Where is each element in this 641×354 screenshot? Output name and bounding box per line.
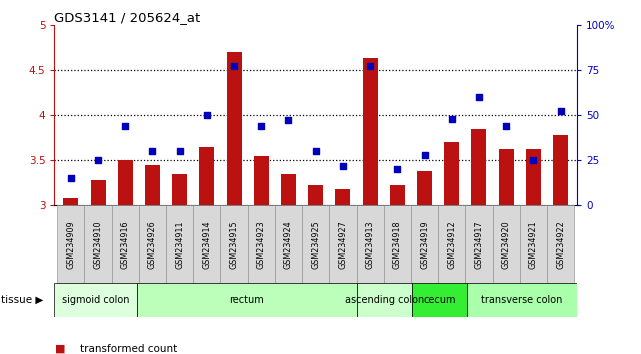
Point [338,163,348,169]
Point [501,123,512,129]
FancyBboxPatch shape [302,205,329,283]
Bar [226,52,242,205]
Bar [90,180,106,205]
FancyBboxPatch shape [139,205,166,283]
FancyBboxPatch shape [329,205,356,283]
Bar [63,198,78,205]
Bar [308,185,323,205]
Bar [281,174,296,205]
Point [447,116,457,121]
FancyBboxPatch shape [438,205,465,283]
FancyBboxPatch shape [193,205,221,283]
FancyBboxPatch shape [547,205,574,283]
Text: GSM234927: GSM234927 [338,220,347,269]
Text: tissue ▶: tissue ▶ [1,295,44,305]
Text: ascending colon: ascending colon [345,295,424,305]
Point [65,176,76,181]
Text: GSM234915: GSM234915 [229,220,238,269]
Text: GSM234918: GSM234918 [393,220,402,269]
FancyBboxPatch shape [357,283,412,317]
Point [528,157,538,163]
Text: GSM234924: GSM234924 [284,220,293,269]
Text: GSM234922: GSM234922 [556,220,565,269]
Bar [363,58,378,205]
FancyBboxPatch shape [166,205,193,283]
Text: GSM234914: GSM234914 [203,220,212,269]
FancyBboxPatch shape [85,205,112,283]
Text: rectum: rectum [229,295,264,305]
Point [310,148,320,154]
FancyBboxPatch shape [356,205,384,283]
Bar [526,149,541,205]
Bar [444,142,459,205]
Text: GSM234921: GSM234921 [529,220,538,269]
Bar [553,135,568,205]
Text: GSM234917: GSM234917 [474,220,483,269]
FancyBboxPatch shape [221,205,247,283]
Text: GSM234926: GSM234926 [148,220,157,269]
Point [174,148,185,154]
Text: GSM234920: GSM234920 [502,220,511,269]
Point [147,148,158,154]
Text: transverse colon: transverse colon [481,295,563,305]
Text: transformed count: transformed count [80,344,178,354]
FancyBboxPatch shape [112,205,139,283]
Bar [417,171,432,205]
Point [419,152,429,158]
Text: GSM234919: GSM234919 [420,220,429,269]
FancyBboxPatch shape [247,205,275,283]
Text: cecum: cecum [423,295,456,305]
Text: GSM234925: GSM234925 [311,220,320,269]
Text: GSM234911: GSM234911 [175,220,184,269]
Bar [172,174,187,205]
FancyBboxPatch shape [520,205,547,283]
FancyBboxPatch shape [492,205,520,283]
Text: GSM234912: GSM234912 [447,220,456,269]
Bar [199,147,214,205]
Point [93,157,103,163]
Point [120,123,130,129]
Bar [335,189,351,205]
FancyBboxPatch shape [412,283,467,317]
Bar [145,165,160,205]
Text: GSM234910: GSM234910 [94,220,103,269]
FancyBboxPatch shape [384,205,411,283]
Text: GSM234913: GSM234913 [365,220,374,269]
FancyBboxPatch shape [411,205,438,283]
Text: GSM234923: GSM234923 [257,220,266,269]
Text: sigmoid colon: sigmoid colon [62,295,129,305]
Point [474,94,484,100]
Bar [254,156,269,205]
Bar [499,149,513,205]
FancyBboxPatch shape [467,283,577,317]
FancyBboxPatch shape [54,283,137,317]
Point [202,112,212,118]
Point [365,63,375,69]
Bar [118,160,133,205]
Bar [472,129,487,205]
Text: GSM234909: GSM234909 [66,220,75,269]
Text: GDS3141 / 205624_at: GDS3141 / 205624_at [54,11,201,24]
Text: ■: ■ [54,344,65,354]
Point [556,109,566,114]
FancyBboxPatch shape [137,283,357,317]
Point [229,63,239,69]
FancyBboxPatch shape [57,205,85,283]
Point [392,166,403,172]
Text: GSM234916: GSM234916 [121,220,129,269]
FancyBboxPatch shape [275,205,302,283]
Point [283,118,294,123]
Bar [390,185,405,205]
FancyBboxPatch shape [465,205,492,283]
Point [256,123,267,129]
